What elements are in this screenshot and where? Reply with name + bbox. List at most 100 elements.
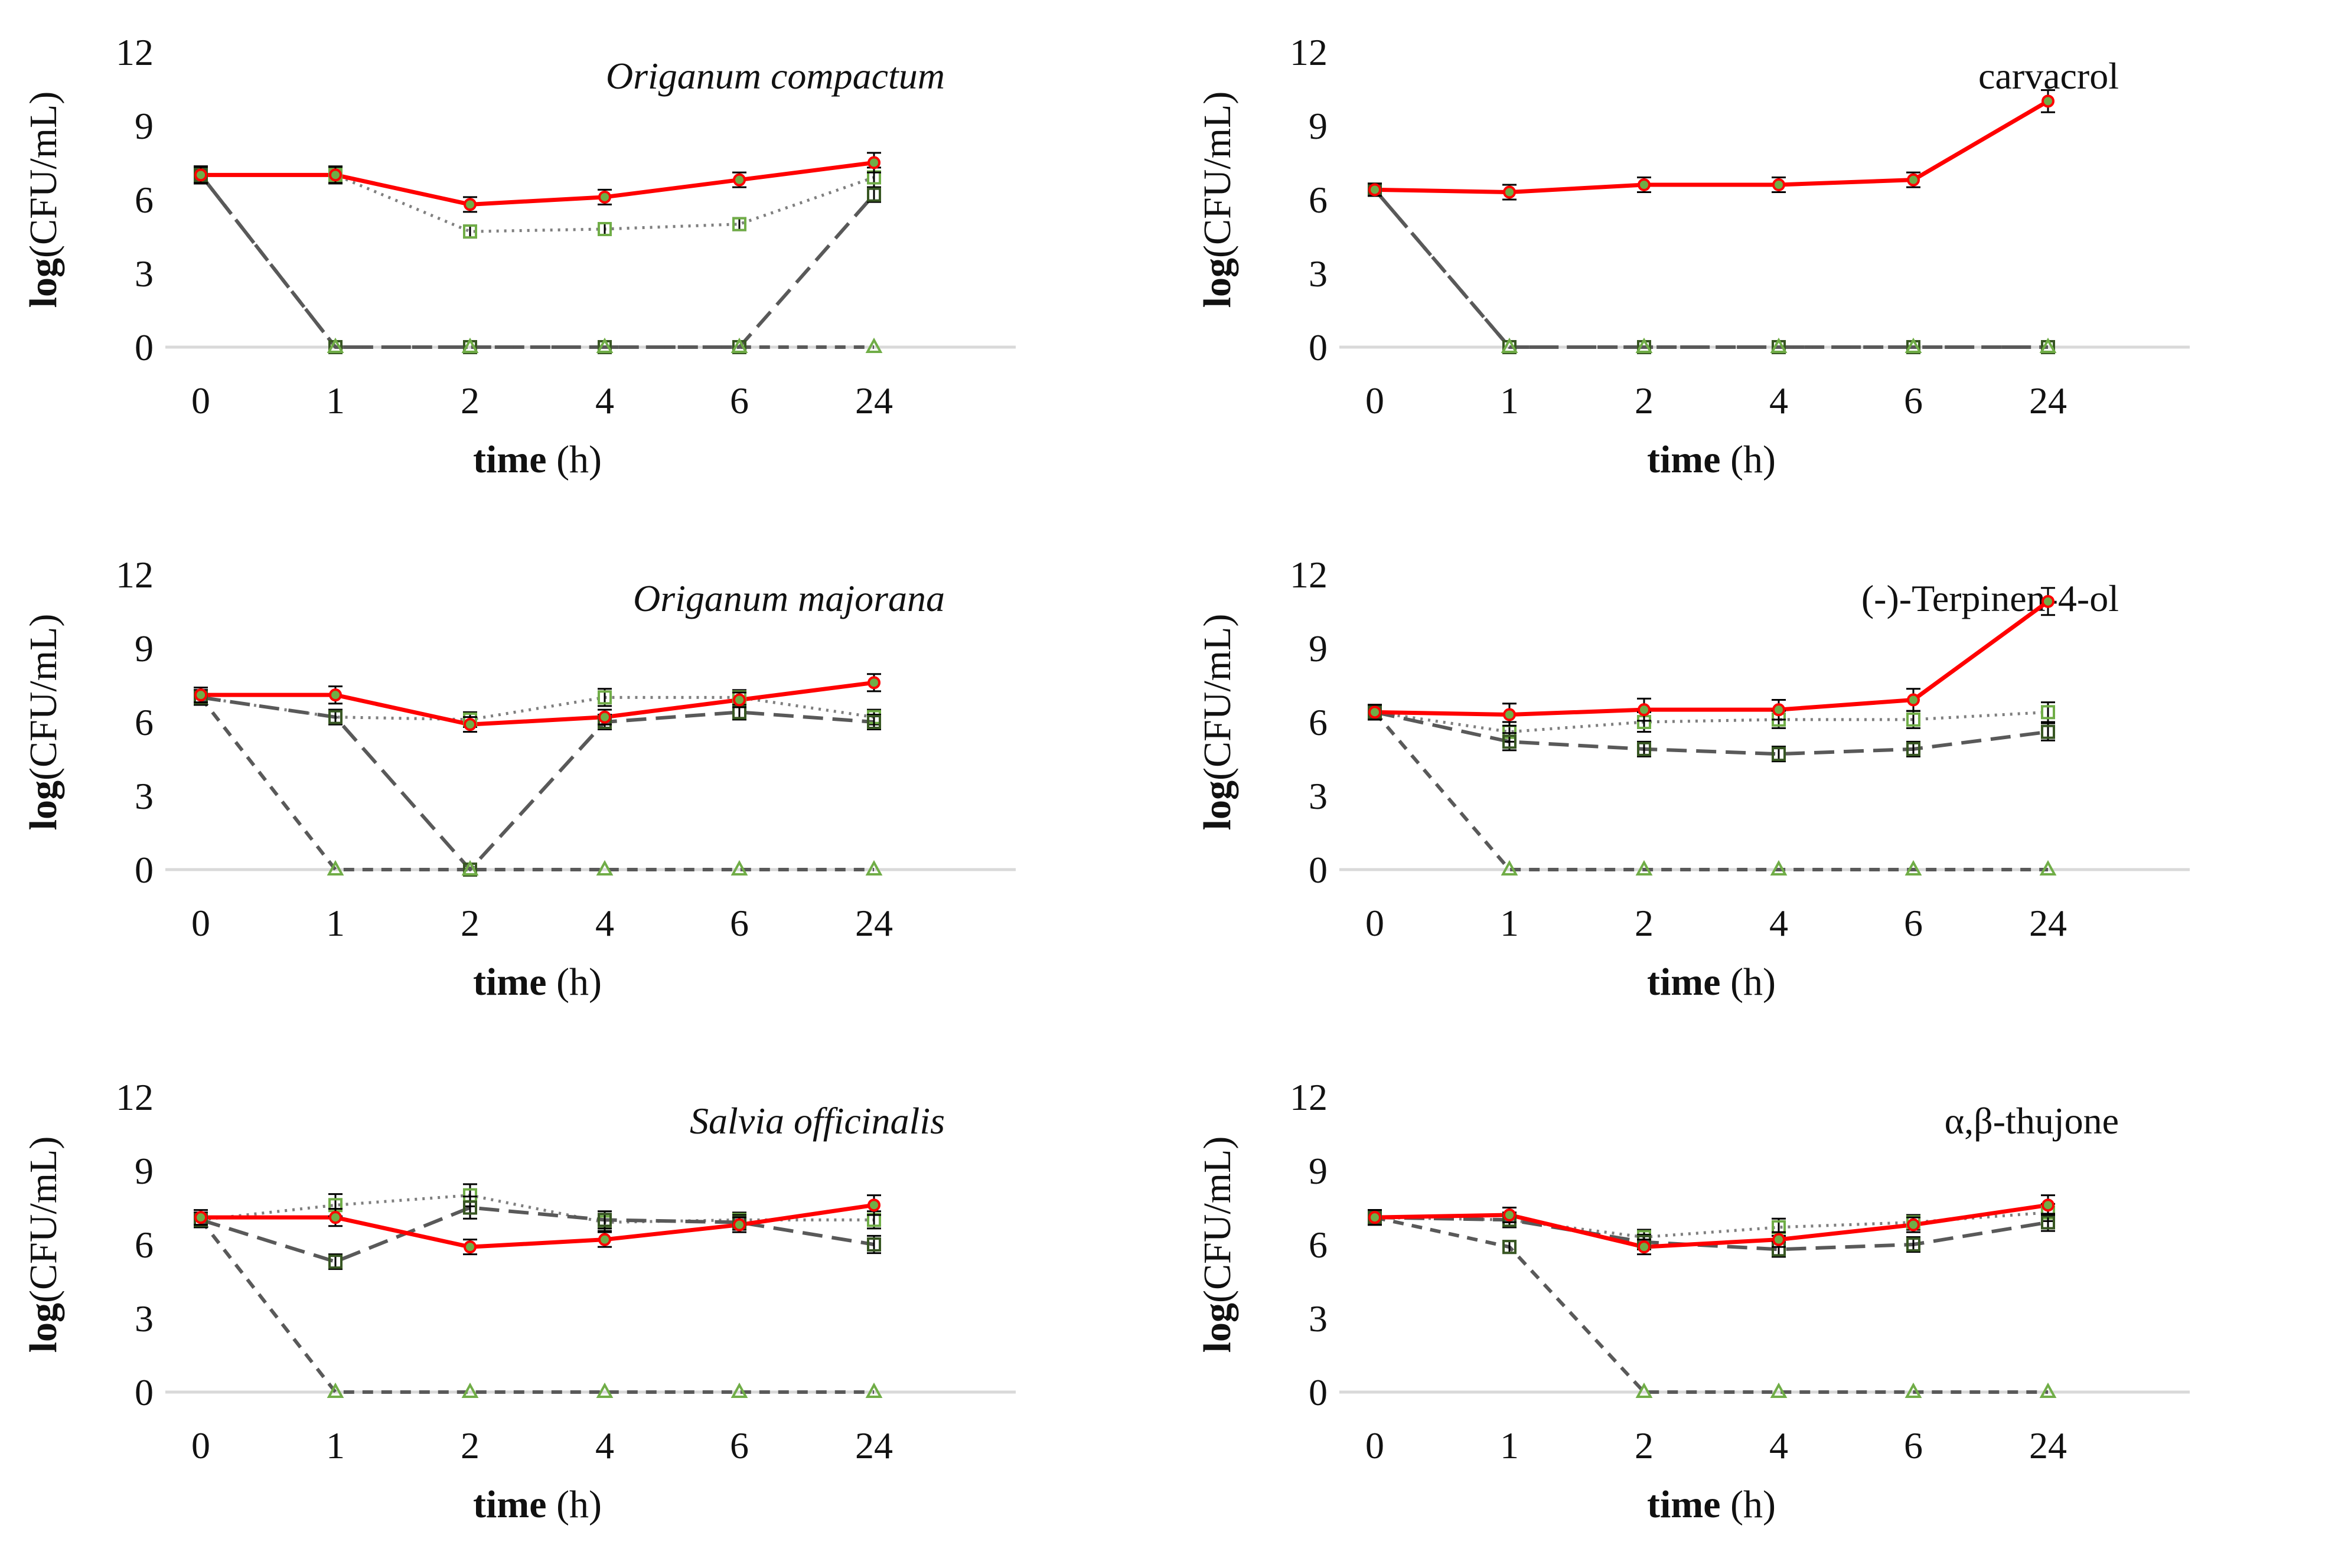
data-point-dashed-b	[1770, 860, 1788, 876]
data-point-dotted	[463, 224, 477, 239]
data-point-dashed-b	[1770, 337, 1788, 353]
x-tick-label: 2	[461, 380, 480, 422]
data-point-dashed-b	[2039, 1382, 2057, 1398]
x-tick-label: 2	[1635, 380, 1654, 422]
x-axis-label-bold: time	[473, 1483, 547, 1526]
data-point-control	[2042, 94, 2054, 108]
data-point-dashed-b	[1905, 860, 1922, 876]
y-tick-label: 12	[1290, 31, 1328, 73]
data-point-dotted	[732, 217, 746, 231]
data-point-dashed-b	[1501, 860, 1518, 876]
x-tick-label: 6	[730, 380, 749, 422]
x-tick-label: 1	[326, 1425, 345, 1466]
data-point-control	[868, 1198, 880, 1212]
data-point-control	[1503, 185, 1516, 199]
series-line-dashed-a	[1373, 188, 2048, 349]
x-axis-label: time (h)	[473, 438, 602, 481]
x-axis-label-bold: time	[473, 961, 547, 1004]
x-tick-label: 2	[1635, 1425, 1654, 1466]
y-axis-label: log(CFU/mL)	[22, 1136, 65, 1353]
x-tick-label: 6	[730, 902, 749, 944]
x-tick-label: 2	[461, 1425, 480, 1466]
y-tick-label: 3	[135, 775, 154, 817]
series-line-dotted	[200, 695, 875, 721]
y-axis-label-bold: log	[1196, 258, 1239, 308]
chart-title: (-)-Terpinen-4-ol	[1861, 577, 2119, 619]
series-line-dotted	[200, 1194, 874, 1224]
data-point-control	[1772, 1233, 1785, 1246]
x-tick-label: 1	[326, 902, 345, 944]
data-point-dashed-a	[463, 1200, 477, 1215]
data-point-dashed-b	[1635, 337, 1653, 353]
data-point-control	[598, 190, 611, 204]
y-tick-label: 6	[135, 179, 154, 221]
x-tick-label: 4	[1769, 902, 1788, 944]
series-line-dashed-a	[1374, 1216, 2049, 1252]
data-point-control	[868, 156, 880, 169]
y-tick-label: 9	[1309, 1150, 1328, 1192]
x-axis-label-bold: time	[1647, 438, 1721, 481]
chart-panel-p1: 0 3 6 9 12 0 1 2 4 6 24 log(CFU/mL) time (h) Origanum…	[0, 0, 1174, 522]
x-tick-label: 24	[2029, 380, 2067, 422]
x-axis-label-rest: (h)	[547, 438, 602, 481]
x-tick-label: 24	[855, 1425, 893, 1466]
x-axis-label-bold: time	[1647, 961, 1721, 1004]
x-axis-label: time (h)	[1647, 961, 1776, 1004]
data-point-control	[464, 718, 477, 731]
y-tick-label: 9	[1309, 628, 1328, 669]
x-tick-label: 1	[1500, 380, 1519, 422]
chart-panel-p6: 0 3 6 9 12 0 1 2 4 6 24 log(CFU/mL) time (h) α,β-thuj…	[1174, 1045, 2348, 1567]
x-axis-label-rest: (h)	[547, 961, 602, 1004]
y-tick-label: 3	[1309, 1298, 1328, 1340]
y-tick-label: 9	[135, 105, 154, 147]
data-point-dashed-b	[731, 1382, 748, 1398]
data-point-control	[598, 1233, 611, 1246]
data-point-dashed-a	[2041, 1215, 2055, 1230]
x-tick-label: 24	[2029, 1425, 2067, 1466]
data-point-dashed-b	[327, 1382, 344, 1398]
series-line-dashed-b	[1374, 1216, 2048, 1394]
series-line-dashed-b	[1373, 188, 2048, 349]
y-tick-label: 6	[135, 701, 154, 743]
x-tick-label: 4	[1769, 380, 1788, 422]
chart-title: Origanum majorana	[633, 577, 945, 619]
data-point-dashed-b	[1770, 1382, 1788, 1398]
chart-panel-p4: 0 3 6 9 12 0 1 2 4 6 24 log(CFU/mL) time (h) (-)-Terp…	[1174, 522, 2348, 1045]
data-point-control	[464, 1240, 477, 1254]
data-point-control	[733, 1218, 746, 1231]
x-axis-label: time (h)	[1647, 438, 1776, 481]
y-axis-label-bold: log	[1196, 780, 1239, 830]
data-point-dashed-a	[2041, 724, 2055, 739]
x-tick-label: 6	[1904, 902, 1923, 944]
y-tick-label: 3	[1309, 775, 1328, 817]
data-point-control	[1907, 173, 1920, 187]
data-point-dashed-a	[867, 187, 881, 202]
chart-panel-p5: 0 3 6 9 12 0 1 2 4 6 24 log(CFU/mL) time (h) Salvia o…	[0, 1045, 1174, 1567]
x-axis-label-rest: (h)	[1721, 438, 1776, 481]
data-point-dashed-b	[865, 337, 883, 353]
x-tick-label: 1	[326, 380, 345, 422]
data-point-dashed-b	[2039, 860, 2057, 876]
series-line-control	[201, 1203, 875, 1249]
data-point-dashed-b	[461, 337, 479, 353]
data-point-dotted	[1906, 712, 1920, 727]
y-axis-label: log(CFU/mL)	[1196, 614, 1239, 831]
y-tick-label: 9	[135, 628, 154, 669]
y-axis-label-rest: (CFU/mL)	[22, 1136, 65, 1303]
y-tick-label: 6	[1309, 701, 1328, 743]
x-tick-label: 2	[461, 902, 480, 944]
data-point-control	[1368, 1211, 1381, 1224]
y-tick-label: 6	[135, 1224, 154, 1266]
y-axis-label-bold: log	[22, 1303, 65, 1353]
data-point-dashed-b	[596, 1382, 614, 1398]
x-axis-label: time (h)	[473, 961, 602, 1004]
x-tick-label: 24	[2029, 902, 2067, 944]
series-line-dashed-a	[200, 695, 875, 871]
data-point-dashed-b	[327, 860, 344, 876]
data-point-dashed-a	[1502, 734, 1517, 749]
y-axis-label-bold: log	[22, 780, 65, 830]
data-point-control	[194, 168, 207, 182]
data-point-control	[1368, 183, 1381, 197]
x-tick-label: 4	[1769, 1425, 1788, 1466]
